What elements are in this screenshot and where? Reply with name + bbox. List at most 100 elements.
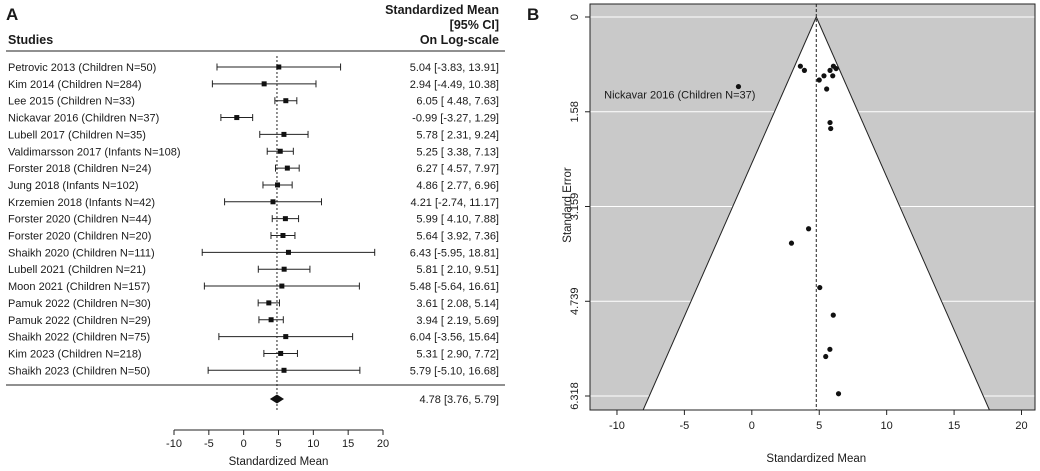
study-label: Pamuk 2022 (Children N=30) <box>8 298 151 310</box>
study-label: Forster 2020 (Children N=44) <box>8 214 151 226</box>
x-tick-label: -10 <box>166 438 182 450</box>
study-point <box>278 350 284 356</box>
study-point <box>284 165 290 171</box>
study-point <box>275 182 281 188</box>
x-tick-label: 20 <box>377 438 389 450</box>
x-tick-label: -10 <box>609 420 625 432</box>
study-label: Pamuk 2022 (Children N=29) <box>8 315 151 327</box>
study-point <box>805 226 812 232</box>
x-tick-label: 15 <box>342 438 354 450</box>
study-point <box>283 334 289 340</box>
study-point <box>827 67 833 73</box>
study-ci-text: 6.43 [-5.95, 18.81] <box>410 247 499 259</box>
study-label: Petrovic 2013 (Children N=50) <box>8 62 156 74</box>
point-annotation: Nickavar 2016 (Children N=37) <box>604 90 755 102</box>
study-label: Krzemien 2018 (Infants N=42) <box>8 197 155 209</box>
study-ci-text: 5.99 [ 4.10, 7.88] <box>416 214 499 226</box>
header-effect-line: Standardized Mean <box>385 3 499 17</box>
study-label: Kim 2023 (Children N=218) <box>8 348 142 360</box>
study-ci-text: 5.64 [ 3.92, 7.36] <box>416 231 499 243</box>
study-point <box>283 98 289 104</box>
study-point <box>276 64 282 70</box>
study-label: Jung 2018 (Infants N=102) <box>8 180 139 192</box>
x-tick-label: -5 <box>204 438 214 450</box>
study-label: Valdimarsson 2017 (Infants N=108) <box>8 146 181 158</box>
funnel-left-edge <box>642 16 817 411</box>
x-tick-label: -5 <box>680 420 690 432</box>
x-tick-label: 10 <box>881 420 893 432</box>
study-point <box>816 77 822 83</box>
study-label: Moon 2021 (Children N=157) <box>8 281 150 293</box>
y-tick-label: 6.318 <box>569 382 581 410</box>
study-point <box>821 73 827 79</box>
study-label: Lubell 2017 (Children N=35) <box>8 129 146 141</box>
y-tick-label: 0 <box>569 14 581 20</box>
study-point <box>280 233 286 238</box>
study-point <box>281 266 287 272</box>
y-tick-label: 1.58 <box>569 101 581 122</box>
study-point <box>824 86 830 92</box>
study-ci-text: 5.79 [-5.10, 16.68] <box>410 365 499 377</box>
study-label: Nickavar 2016 (Children N=37) <box>8 113 159 125</box>
study-point <box>266 300 272 306</box>
study-ci-text: 6.05 [ 4.48, 7.63] <box>416 96 499 108</box>
study-point <box>279 283 285 289</box>
study-ci-text: 5.78 [ 2.31, 9.24] <box>416 129 499 141</box>
study-point <box>830 312 836 318</box>
study-label: Shaikh 2022 (Children N=75) <box>8 332 150 344</box>
x-tick-label: 0 <box>241 438 247 450</box>
study-point <box>830 73 836 79</box>
study-point <box>261 81 267 87</box>
study-point <box>735 83 742 90</box>
study-point <box>833 65 839 72</box>
study-ci-text: 5.04 [-3.83, 13.91] <box>410 62 499 74</box>
study-ci-text: 6.27 [ 4.57, 7.97] <box>416 163 499 175</box>
study-point <box>835 391 842 397</box>
panel-letter-a: A <box>6 5 18 24</box>
x-tick-label: 15 <box>948 420 960 432</box>
study-point <box>788 240 795 246</box>
study-label: Lubell 2021 (Children N=21) <box>8 264 146 276</box>
study-point <box>281 131 287 137</box>
y-tick-label: 3.159 <box>569 193 581 221</box>
study-ci-text: 5.48 [-5.64, 16.61] <box>410 281 499 293</box>
x-tick-label: 5 <box>816 420 822 432</box>
y-axis-title: Standard Error <box>562 167 574 243</box>
study-ci-text: 2.94 [-4.49, 10.38] <box>410 79 499 91</box>
x-tick-label: 20 <box>1015 420 1027 432</box>
x-axis-title: Standardized Mean <box>766 453 866 465</box>
summary-diamond <box>269 394 285 404</box>
study-point <box>827 346 833 352</box>
header-studies: Studies <box>8 33 53 47</box>
study-label: Forster 2020 (Children N=20) <box>8 231 151 243</box>
study-ci-text: 5.31 [ 2.90, 7.72] <box>416 348 499 360</box>
x-axis-title: Standardized Mean <box>229 456 329 468</box>
study-ci-text: -0.99 [-3.27, 1.29] <box>412 113 499 125</box>
study-ci-text: 5.25 [ 3.38, 7.13] <box>416 146 499 158</box>
x-tick-label: 0 <box>749 420 755 432</box>
x-tick-label: 10 <box>307 438 319 450</box>
funnel-right-edge <box>815 16 990 411</box>
study-point <box>277 148 283 154</box>
study-label: Kim 2014 (Children N=284) <box>8 79 142 91</box>
study-point <box>285 249 291 255</box>
study-point <box>797 63 803 69</box>
study-ci-text: 4.21 [-2.74, 11.17] <box>411 197 499 209</box>
x-tick-label: 5 <box>275 438 281 450</box>
study-point <box>817 284 823 291</box>
header-effect-line: On Log-scale <box>420 33 499 47</box>
study-point <box>234 115 240 121</box>
study-ci-text: 3.61 [ 2.08, 5.14] <box>416 298 499 310</box>
study-ci-text: 3.94 [ 2.19, 5.69] <box>416 315 499 327</box>
study-ci-text: 6.04 [-3.56, 15.64] <box>410 332 499 344</box>
funnel-region <box>643 17 990 410</box>
study-point <box>282 216 288 222</box>
study-label: Lee 2015 (Children N=33) <box>8 96 135 108</box>
header-effect-line: [95% CI] <box>450 18 499 32</box>
study-point <box>827 119 833 126</box>
study-point <box>268 317 274 323</box>
study-label: Shaikh 2023 (Children N=50) <box>8 365 150 377</box>
